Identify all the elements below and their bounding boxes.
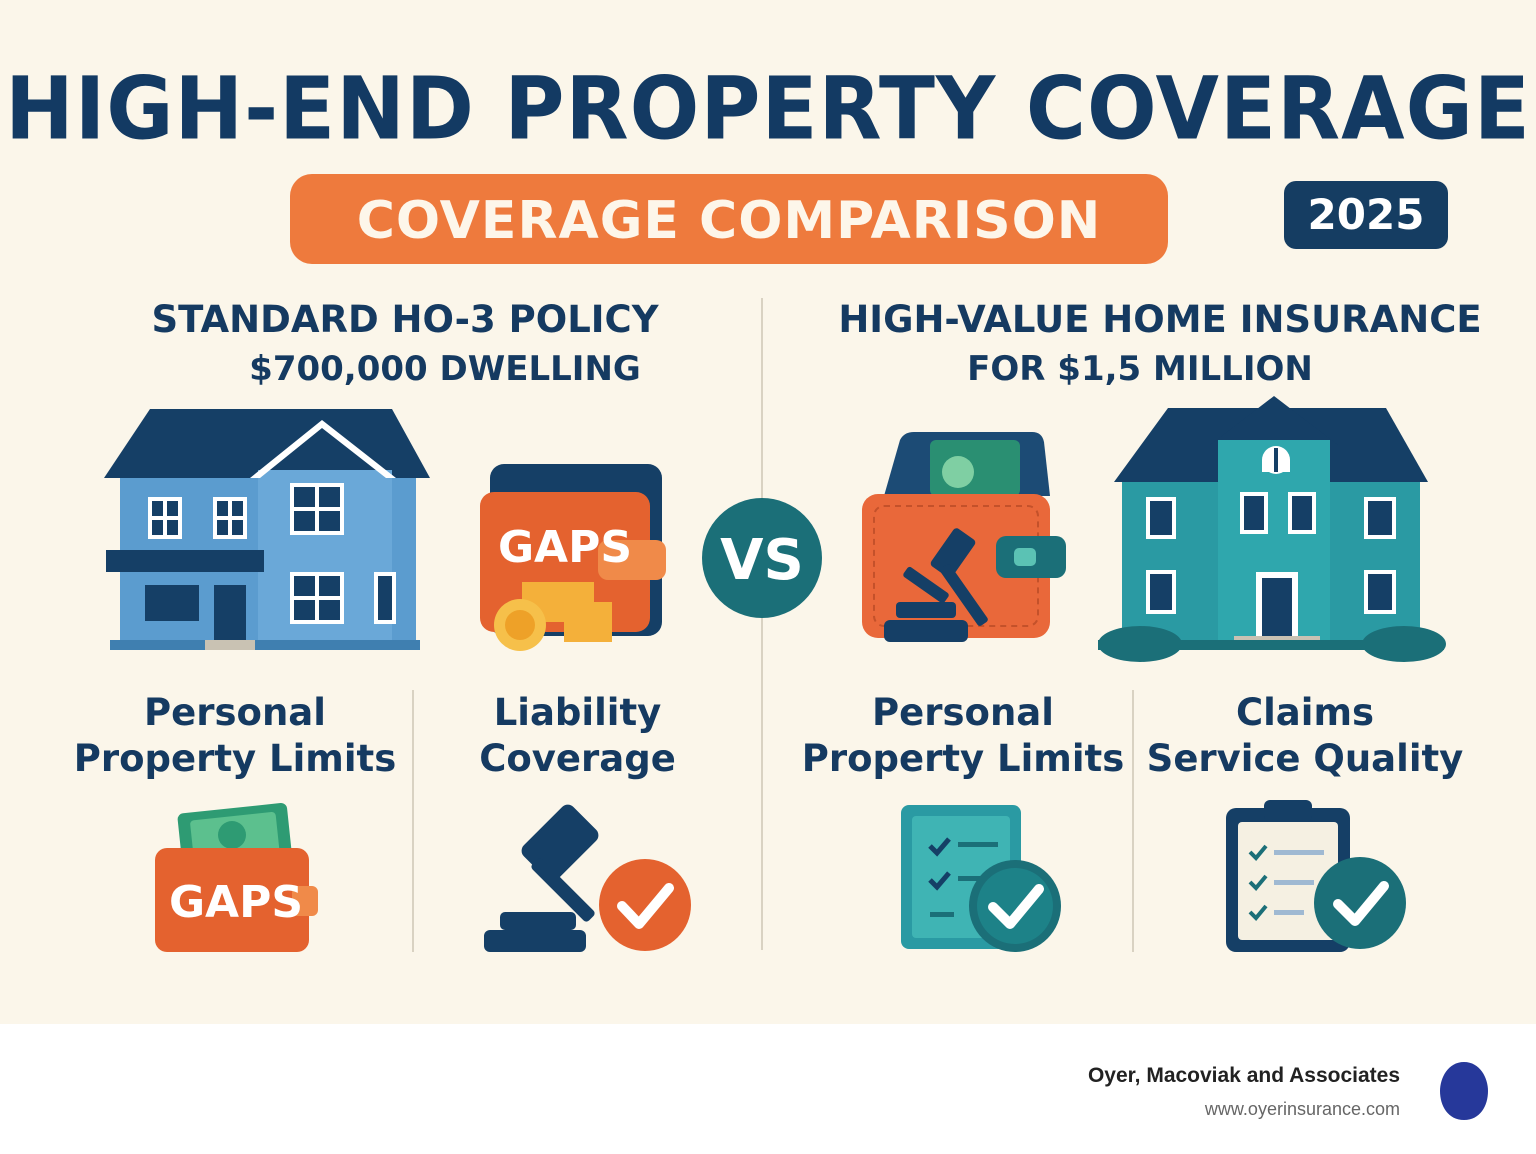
left-col2-line2: Coverage xyxy=(479,737,676,780)
right-personal-property-label: Personal Property Limits xyxy=(790,690,1136,782)
company-logo-icon xyxy=(1434,1054,1494,1128)
left-col1-line2: Property Limits xyxy=(73,737,397,780)
left-column-divider xyxy=(412,690,414,952)
right-col2-line2: Service Quality xyxy=(1146,737,1464,780)
right-subheading: FOR $1,5 MILLION xyxy=(967,349,1313,389)
vs-text: VS xyxy=(720,528,804,593)
right-col1-line1: Personal xyxy=(872,691,1054,734)
vs-badge xyxy=(702,498,822,618)
comparison-banner-text: COVERAGE COMPARISON xyxy=(356,191,1102,251)
left-subheading: $700,000 DWELLING xyxy=(249,349,641,389)
company-name: Oyer, Macoviak and Associates xyxy=(1087,1064,1400,1087)
liability-gavel-icon xyxy=(484,804,691,952)
footer xyxy=(0,1024,1536,1154)
standard-house-icon xyxy=(104,409,430,650)
left-col2-line1: Liability xyxy=(493,691,662,734)
personal-property-gaps-icon: GAPS xyxy=(155,803,318,952)
left-liability-label: Liability Coverage xyxy=(430,690,725,782)
left-heading: STANDARD HO-3 POLICY xyxy=(151,298,659,341)
policy-document-check-icon xyxy=(901,805,1061,952)
wallet-gaps-text: GAPS xyxy=(498,522,632,573)
right-claims-label: Claims Service Quality xyxy=(1140,690,1470,782)
comparison-banner xyxy=(290,174,1168,264)
center-divider xyxy=(761,298,763,950)
high-value-wallet-icon xyxy=(862,432,1066,642)
illustrations: GAPS VS xyxy=(104,396,1446,952)
gaps-wallet-icon: GAPS xyxy=(480,464,666,651)
claims-clipboard-check-icon xyxy=(1226,800,1406,952)
high-value-house-icon xyxy=(1098,396,1446,662)
year-badge: 2025 xyxy=(1284,181,1448,249)
personal-property-gaps-text: GAPS xyxy=(169,877,303,928)
right-col2-line1: Claims xyxy=(1235,691,1375,734)
left-col1-line1: Personal xyxy=(144,691,326,734)
company-url[interactable]: www.oyerinsurance.com xyxy=(1204,1099,1400,1119)
left-personal-property-label: Personal Property Limits xyxy=(60,690,410,782)
right-heading: HIGH-VALUE HOME INSURANCE xyxy=(838,298,1482,341)
right-column-divider xyxy=(1132,690,1134,952)
right-col1-line2: Property Limits xyxy=(801,737,1125,780)
page-title: HIGH-END PROPERTY COVERAGE xyxy=(5,59,1531,160)
